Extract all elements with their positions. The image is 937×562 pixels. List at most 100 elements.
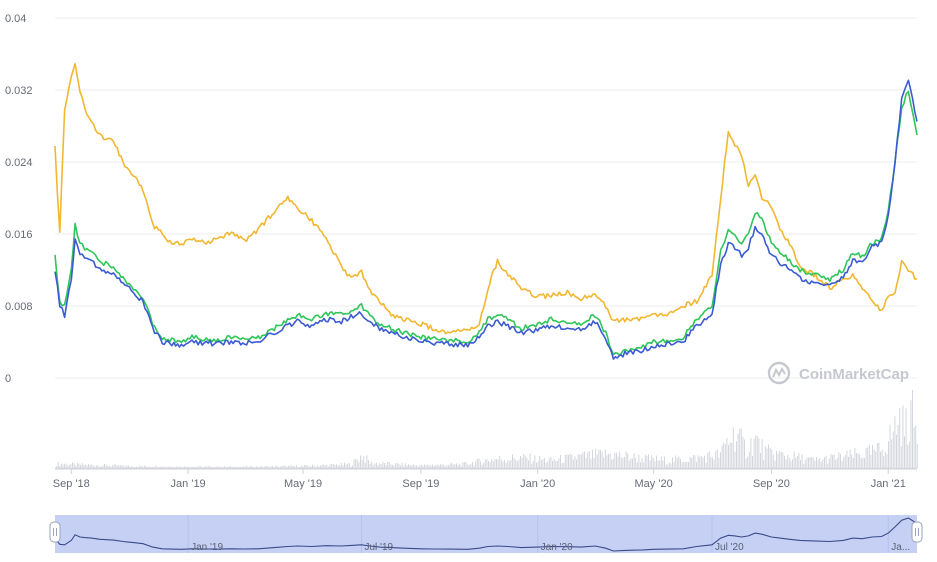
volume-bar	[145, 466, 147, 468]
y-tick-label: 0.008	[5, 301, 33, 313]
volume-bar	[302, 466, 304, 468]
volume-bar	[763, 459, 765, 468]
volume-bar	[540, 460, 542, 468]
volume-bar	[512, 454, 513, 468]
navigator-handle-left[interactable]	[49, 521, 61, 543]
volume-bar	[307, 465, 309, 468]
volume-bar	[827, 463, 829, 468]
volume-bar	[64, 464, 65, 468]
volume-bar	[96, 465, 97, 468]
volume-bar	[667, 464, 669, 468]
volume-bar	[916, 444, 918, 468]
volume-bar	[328, 466, 329, 468]
volume-bar	[716, 449, 718, 468]
volume-bar	[780, 452, 782, 468]
volume-bar	[520, 456, 521, 468]
volume-bar	[736, 441, 737, 468]
volume-bar	[102, 465, 104, 468]
volume-bar	[196, 466, 198, 468]
volume-bar	[670, 463, 672, 468]
volume-bar	[774, 460, 776, 468]
volume-bar	[833, 454, 835, 468]
volume-bar	[840, 453, 841, 468]
volume-bar	[427, 464, 429, 468]
volume-bar	[790, 461, 792, 468]
navigator-label: Ja...	[891, 542, 910, 553]
volume-bar	[435, 465, 437, 468]
volume-bar	[900, 446, 902, 468]
volume-bar	[168, 466, 169, 468]
volume-bar	[289, 465, 291, 468]
volume-bar	[713, 459, 715, 468]
volume-bar	[680, 459, 681, 468]
volume-bar	[80, 464, 81, 468]
volume-bar	[424, 464, 425, 468]
volume-bar	[200, 466, 201, 468]
volume-bar	[422, 465, 424, 468]
volume-bar	[217, 466, 219, 468]
volume-bar	[819, 458, 821, 468]
volume-bar	[75, 465, 77, 468]
volume-bar	[392, 465, 393, 468]
volume-bar	[505, 462, 507, 468]
volume-bar	[166, 466, 168, 468]
volume-bar	[603, 457, 605, 468]
volume-bar	[356, 459, 358, 468]
volume-bar	[675, 455, 677, 468]
volume-bar	[848, 456, 849, 468]
volume-bar	[816, 457, 817, 468]
volume-bar	[465, 462, 467, 468]
volume-bar	[94, 466, 96, 468]
volume-bar	[88, 464, 89, 468]
volume-bar	[681, 462, 683, 468]
volume-bar	[668, 462, 670, 468]
navigator-handle-right[interactable]	[911, 521, 923, 543]
volume-bar	[110, 466, 112, 468]
volume-bar	[67, 465, 69, 468]
volume-bar	[729, 442, 731, 468]
volume-bar	[641, 458, 643, 468]
volume-bar	[542, 459, 544, 468]
volume-bar	[648, 454, 649, 468]
volume-bar	[912, 390, 913, 468]
volume-bar	[198, 466, 200, 468]
volume-bar	[222, 466, 224, 468]
volume-bar	[377, 465, 379, 468]
volume-bar	[844, 455, 846, 468]
volume-bar	[820, 461, 822, 468]
volume-bar	[744, 439, 745, 468]
volume-bar	[745, 458, 747, 468]
volume-bar	[808, 457, 809, 468]
volume-bar	[380, 464, 382, 468]
volume-bar	[120, 465, 121, 468]
volume-bar	[860, 458, 862, 468]
volume-bar	[576, 459, 577, 468]
volume-bar	[910, 400, 912, 468]
volume-bar	[251, 466, 253, 468]
volume-bar	[632, 458, 633, 468]
volume-bar	[113, 464, 115, 468]
volume-bar	[185, 466, 187, 468]
volume-bar	[358, 462, 360, 468]
volume-bar	[78, 463, 80, 468]
volume-bar	[660, 456, 662, 468]
volume-bar	[865, 448, 867, 468]
volume-bar	[481, 464, 483, 468]
volume-bar	[814, 460, 816, 468]
volume-bar	[238, 466, 240, 468]
volume-bar	[683, 461, 685, 468]
volume-bar	[59, 465, 61, 468]
volume-bar	[318, 466, 320, 468]
volume-bar	[726, 437, 728, 468]
navigator-label: Jul '19	[364, 542, 393, 553]
volume-bar	[382, 461, 384, 468]
range-navigator[interactable]: Jan '19 Jul '19 Jan '20 Jul '20 Ja...	[49, 515, 923, 553]
volume-bar	[129, 466, 131, 468]
volume-bar	[617, 456, 619, 468]
volume-bar	[592, 449, 593, 468]
volume-bar	[600, 449, 601, 468]
volume-bar	[806, 457, 808, 468]
volume-bar	[689, 457, 691, 468]
x-tick-label: Sep '18	[53, 478, 90, 490]
